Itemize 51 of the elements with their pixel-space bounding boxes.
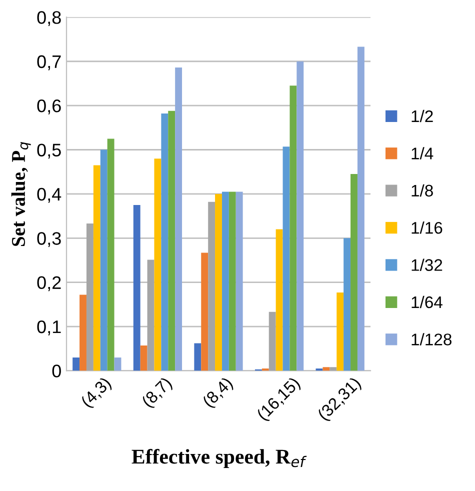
bar	[228, 192, 236, 371]
legend-label: 1/128	[412, 333, 452, 346]
bar	[336, 292, 344, 371]
bar	[86, 224, 94, 371]
bar	[107, 138, 114, 371]
bar	[330, 367, 337, 371]
bar	[100, 150, 108, 371]
bar	[276, 229, 283, 371]
y-tick-label: 0,1	[37, 320, 61, 336]
bar	[322, 367, 330, 371]
bar	[282, 146, 290, 371]
legend-label: 1/32	[412, 258, 442, 271]
bar	[80, 294, 86, 371]
bar	[262, 368, 269, 371]
bar	[357, 46, 364, 371]
legend-label: 1/4	[412, 147, 434, 160]
legend-label: 1/2	[412, 110, 433, 122]
y-tick-label: 0	[52, 364, 61, 378]
bar	[133, 204, 140, 371]
bar	[147, 260, 154, 371]
bar	[236, 192, 243, 371]
bar	[175, 68, 182, 371]
bar	[194, 343, 202, 371]
legend-label: 1/64	[412, 296, 442, 308]
legend-label: 1/16	[412, 222, 442, 234]
bar	[215, 194, 222, 371]
bar	[114, 357, 122, 371]
bar	[168, 110, 176, 371]
bar	[208, 202, 216, 371]
y-tick-label: 0,6	[37, 100, 61, 114]
x-axis-title: Effective speed, R$_{ef}$	[132, 448, 307, 468]
y-axis-title: Set value, P$_{q}$	[11, 142, 31, 246]
y-tick-label: 0,4	[37, 188, 62, 203]
y-tick-label: 0,3	[37, 232, 61, 247]
bar	[72, 357, 80, 371]
bar	[290, 86, 297, 371]
bar	[296, 61, 304, 371]
bar	[268, 312, 276, 371]
bar	[222, 192, 229, 371]
y-tick-label: 0,5	[37, 144, 61, 159]
y-tick-label: 0,2	[37, 276, 61, 292]
bar	[344, 238, 351, 371]
bar	[161, 114, 168, 371]
bar	[201, 252, 208, 371]
bar	[350, 174, 358, 371]
bar	[93, 165, 100, 371]
legend-label: 1/8	[412, 184, 433, 197]
y-tick-label: 0,7	[37, 55, 61, 70]
bar	[154, 158, 162, 371]
y-tick-label: 0,8	[37, 11, 61, 26]
bar	[140, 346, 148, 371]
